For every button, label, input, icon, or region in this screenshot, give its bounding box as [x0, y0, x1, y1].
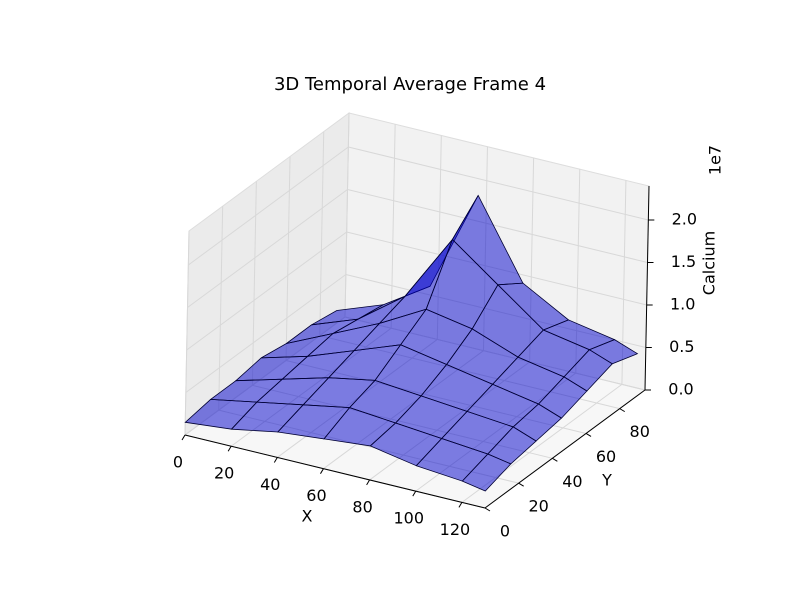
x-tick	[181, 434, 186, 441]
y-tick-label: 40	[562, 472, 582, 491]
x-tick	[412, 490, 417, 497]
y-tick-label: 80	[630, 422, 650, 441]
y-tick	[518, 482, 524, 487]
grid-line	[348, 146, 649, 221]
x-tick-label: 40	[260, 475, 280, 494]
x-tick-label: 120	[440, 520, 471, 539]
y-tick-label: 20	[529, 497, 549, 516]
grid-line	[186, 231, 347, 351]
y-tick-label: 60	[596, 447, 616, 466]
y-tick-label: 0	[500, 522, 510, 541]
y-axis-label: Y	[601, 471, 612, 490]
y-axis	[484, 389, 646, 509]
grid-line	[185, 274, 347, 393]
x-tick-label: 0	[173, 453, 183, 472]
x-tick	[458, 502, 463, 508]
x-tick	[227, 445, 232, 452]
x-tick-label: 20	[214, 464, 234, 483]
y-tick	[552, 457, 558, 462]
chart-title: 3D Temporal Average Frame 4	[274, 74, 546, 95]
y-tick	[619, 408, 625, 413]
x-tick-label: 100	[393, 509, 424, 528]
z-tick-label: 0.0	[668, 380, 693, 399]
z-tick-label: 1.5	[671, 252, 696, 271]
x-tick	[320, 468, 324, 474]
z-tick-label: 0.5	[669, 337, 694, 356]
x-tick	[366, 479, 371, 486]
z-tick-label: 2.0	[672, 210, 697, 229]
z-tick-label: 1.0	[670, 295, 695, 314]
grid-line	[187, 189, 348, 308]
x-tick	[273, 457, 278, 463]
grid-line	[347, 189, 648, 263]
y-tick	[484, 507, 491, 512]
y-tick	[585, 433, 592, 437]
x-axis	[184, 434, 486, 509]
z-offset-label: 1e7	[706, 145, 725, 175]
x-tick-label: 80	[352, 497, 372, 516]
surface-patch	[461, 453, 512, 492]
grid-line	[188, 146, 349, 266]
x-tick-label: 60	[306, 486, 326, 505]
x-axis-label: X	[302, 507, 313, 526]
z-axis-label: Calcium	[700, 231, 719, 295]
